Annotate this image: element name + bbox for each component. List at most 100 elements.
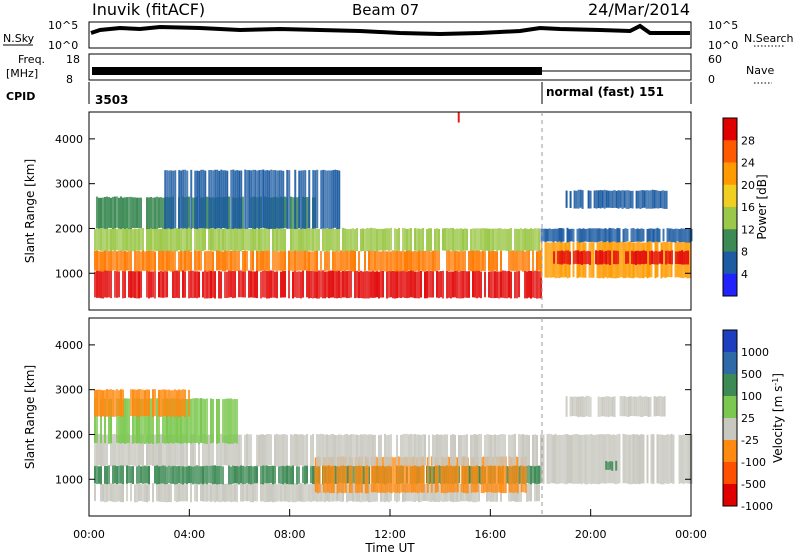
- data-sliver: [310, 270, 313, 298]
- data-sliver: [454, 229, 457, 252]
- data-sliver: [374, 228, 377, 251]
- data-sliver: [605, 190, 608, 208]
- data-sliver: [528, 483, 531, 502]
- data-sliver: [352, 483, 355, 502]
- data-sliver: [204, 228, 207, 251]
- data-sliver: [130, 228, 133, 251]
- data-sliver: [232, 434, 235, 466]
- data-sliver: [504, 228, 507, 251]
- data-sliver: [172, 465, 175, 484]
- data-sliver: [494, 456, 497, 493]
- colorbar-cell: [723, 162, 737, 186]
- data-sliver: [182, 270, 185, 298]
- data-sliver: [294, 229, 297, 251]
- colorbar-tick-label: -500: [741, 478, 766, 491]
- data-sliver: [620, 241, 623, 278]
- data-sliver: [168, 434, 171, 466]
- data-sliver: [468, 250, 471, 271]
- data-sliver: [128, 398, 131, 443]
- data-sliver: [202, 227, 205, 252]
- data-sliver: [650, 228, 653, 242]
- data-sliver: [514, 271, 517, 299]
- nsky-tick-top-left: 10^5: [48, 19, 78, 32]
- data-sliver: [108, 228, 111, 251]
- data-sliver: [120, 465, 123, 484]
- data-sliver: [160, 270, 163, 298]
- cpid-value-2: normal (fast) 151: [546, 85, 664, 99]
- data-sliver: [639, 395, 642, 417]
- data-sliver: [182, 434, 185, 467]
- data-sliver: [382, 270, 385, 298]
- data-sliver: [186, 434, 189, 467]
- data-sliver: [168, 484, 171, 503]
- data-sliver: [162, 434, 165, 466]
- data-sliver: [476, 434, 479, 466]
- data-sliver: [472, 250, 475, 272]
- data-sliver: [372, 484, 375, 502]
- data-sliver: [188, 227, 191, 251]
- data-sliver: [284, 483, 287, 502]
- data-sliver: [450, 251, 453, 271]
- data-sliver: [472, 434, 475, 467]
- data-sliver: [617, 190, 620, 209]
- data-sliver: [276, 271, 279, 299]
- data-sliver: [496, 228, 499, 252]
- data-sliver: [356, 434, 359, 466]
- x-tick-label: 04:00: [173, 528, 205, 541]
- data-sliver: [120, 398, 123, 444]
- data-sliver: [296, 466, 299, 485]
- data-sliver: [204, 433, 207, 467]
- data-sliver: [518, 271, 521, 298]
- data-sliver: [306, 465, 309, 484]
- data-sliver: [364, 271, 367, 299]
- data-sliver: [406, 228, 409, 251]
- data-sliver: [134, 197, 137, 229]
- power-y-axis-label: Slant Range [km]: [23, 159, 37, 263]
- data-sliver: [628, 434, 631, 485]
- data-sliver: [612, 434, 615, 484]
- data-sliver: [496, 456, 499, 493]
- data-sliver: [571, 396, 574, 417]
- data-sliver: [230, 228, 233, 251]
- data-sliver: [210, 169, 213, 229]
- data-sliver: [110, 197, 113, 229]
- data-sliver: [174, 170, 177, 229]
- data-sliver: [216, 398, 219, 444]
- nsky-label: N.Sky: [3, 32, 35, 45]
- data-sliver: [615, 250, 618, 265]
- data-sliver: [292, 197, 295, 229]
- data-sliver: [579, 251, 582, 265]
- data-sliver: [464, 456, 467, 494]
- data-sliver: [256, 270, 259, 299]
- data-sliver: [282, 483, 285, 502]
- data-sliver: [106, 465, 109, 485]
- power-colorbar-frame: [722, 117, 738, 297]
- data-sliver: [646, 242, 649, 279]
- data-sliver: [488, 456, 491, 493]
- data-sliver: [668, 228, 671, 242]
- data-sliver: [148, 227, 151, 251]
- data-sliver: [330, 270, 333, 298]
- data-sliver: [685, 250, 688, 265]
- data-sliver: [208, 250, 211, 272]
- colorbar-cell: [723, 396, 737, 419]
- data-sliver: [350, 434, 353, 466]
- data-sliver: [659, 395, 662, 417]
- data-sliver: [568, 435, 571, 484]
- data-sliver: [538, 271, 541, 299]
- data-sliver: [124, 228, 127, 251]
- data-sliver: [406, 271, 409, 299]
- data-sliver: [516, 250, 519, 272]
- data-sliver: [368, 250, 371, 271]
- data-sliver: [108, 197, 111, 228]
- data-sliver: [268, 465, 271, 484]
- data-sliver: [344, 457, 347, 493]
- data-sliver: [615, 191, 618, 208]
- data-sliver: [154, 251, 157, 272]
- data-sliver: [618, 433, 621, 484]
- data-sliver: [408, 434, 411, 466]
- data-sliver: [310, 435, 313, 467]
- data-sliver: [278, 170, 281, 229]
- data-sliver: [192, 398, 195, 443]
- data-sliver: [266, 270, 269, 299]
